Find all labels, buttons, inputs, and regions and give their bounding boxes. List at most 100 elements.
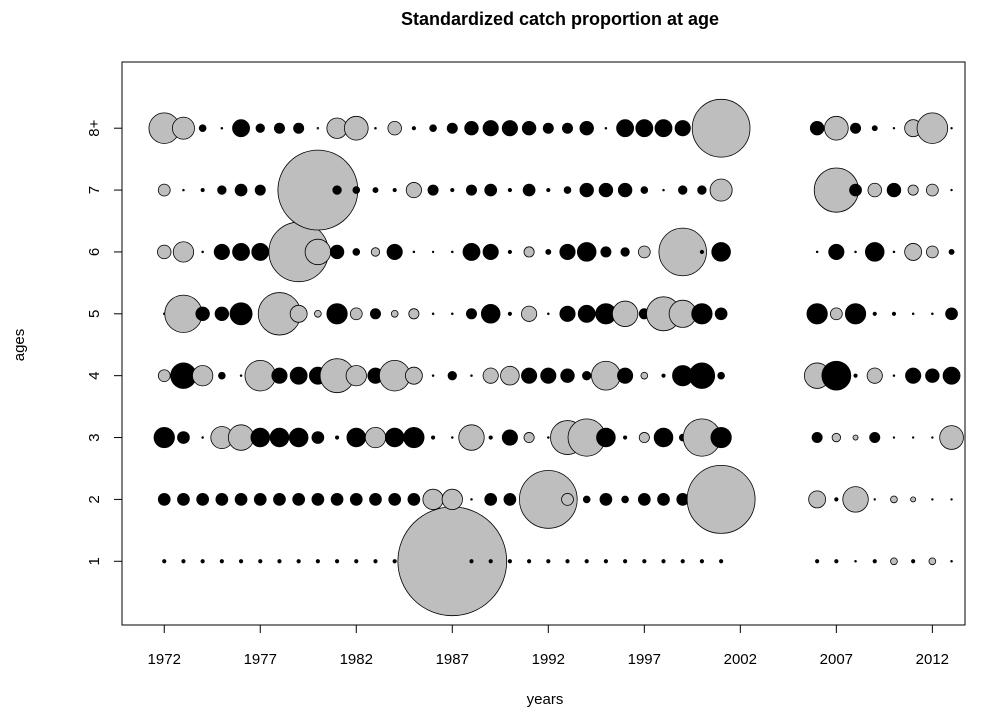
y-tick-label: 7 [86, 186, 103, 194]
bubble [232, 243, 250, 261]
bubble [828, 243, 845, 260]
bubble [311, 431, 325, 444]
bubble [637, 245, 651, 259]
bubble [680, 559, 685, 564]
bubble [386, 243, 403, 260]
bubble [311, 493, 325, 506]
bubble [691, 303, 713, 325]
bubble [507, 187, 512, 193]
bubble [200, 187, 205, 193]
bubble [576, 242, 597, 262]
bubble [562, 122, 574, 134]
bubble [157, 244, 172, 260]
bubble [928, 557, 937, 566]
y-tick-label: 5 [86, 310, 103, 318]
bubble [171, 116, 195, 140]
bubble [854, 250, 857, 254]
bubble [546, 559, 551, 564]
bubble [201, 250, 204, 254]
bubble [507, 559, 512, 564]
bubble [611, 300, 639, 327]
bubble [658, 227, 707, 277]
bubble [834, 559, 839, 564]
bubble [384, 427, 405, 448]
bubble [657, 493, 670, 506]
x-tick-label: 1987 [436, 651, 469, 668]
bubble [332, 185, 342, 195]
bubble [686, 465, 756, 534]
plot-frame [121, 61, 966, 626]
bubble [546, 187, 551, 193]
bubble [482, 367, 499, 384]
bubble [560, 368, 575, 383]
bubble [488, 435, 493, 440]
x-tick-label: 2012 [916, 651, 949, 668]
bubble [343, 115, 369, 141]
bubble [219, 559, 224, 564]
bubble [892, 374, 896, 377]
bubble [561, 493, 574, 506]
bubble [330, 493, 344, 506]
y-tick-label: 8+ [86, 119, 103, 136]
bubble [603, 559, 609, 564]
bubble [315, 559, 320, 564]
bubble [640, 186, 649, 194]
bubble [407, 493, 421, 506]
bubble [334, 559, 340, 564]
bubble [584, 559, 589, 564]
bubble [926, 245, 939, 259]
bubble [427, 184, 439, 196]
bubble [844, 303, 867, 325]
bubble [821, 360, 852, 391]
bubble [500, 365, 520, 386]
bubble [907, 184, 919, 196]
bubble [931, 436, 934, 439]
bubble [661, 373, 666, 378]
bubble [501, 429, 518, 446]
bubble [850, 122, 862, 134]
bubble [806, 303, 828, 325]
bubble [620, 247, 630, 257]
bubble [293, 122, 305, 134]
bubble [345, 365, 367, 387]
bubble [465, 184, 477, 196]
bubble [239, 374, 243, 377]
bubble [227, 424, 255, 451]
bubble [904, 243, 923, 261]
bubble [388, 493, 402, 506]
bubble [195, 306, 210, 322]
bubble [200, 559, 205, 564]
bubble [182, 188, 185, 192]
bubble [710, 426, 732, 449]
bubble [563, 186, 572, 194]
x-tick-label: 2007 [820, 651, 853, 668]
bubble [412, 250, 416, 254]
bubble [579, 182, 594, 198]
bubble [387, 120, 402, 136]
bubble [484, 493, 498, 506]
bubble [604, 126, 608, 130]
bubble [292, 493, 306, 506]
bubble [250, 427, 271, 448]
y-axis-label: ages [11, 329, 28, 362]
bubble [635, 119, 654, 138]
bubble [834, 497, 839, 502]
y-tick-label: 4 [86, 371, 103, 379]
bubble [542, 122, 554, 134]
bubble [273, 122, 285, 134]
bubble [304, 238, 332, 266]
bubble [640, 371, 649, 380]
bubble [523, 246, 535, 258]
bubble [890, 557, 898, 566]
bubble [623, 559, 628, 564]
x-tick-label: 1977 [244, 651, 277, 668]
bubble [372, 187, 379, 194]
bubble [559, 305, 576, 322]
bubble [824, 115, 849, 141]
bubble [501, 120, 518, 137]
bubble [470, 374, 473, 377]
bubble [446, 122, 458, 134]
bubble [916, 112, 949, 144]
bubble [547, 312, 550, 316]
bubble [892, 126, 896, 130]
